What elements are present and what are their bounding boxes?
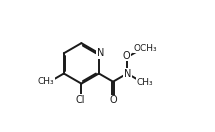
Text: N: N (97, 48, 104, 58)
Text: N: N (123, 69, 131, 79)
Text: CH₃: CH₃ (38, 77, 54, 86)
Text: O: O (123, 51, 130, 61)
Text: CH₃: CH₃ (137, 78, 153, 87)
Text: OCH₃: OCH₃ (134, 44, 157, 53)
Text: Cl: Cl (76, 95, 86, 105)
Text: O: O (109, 95, 117, 105)
